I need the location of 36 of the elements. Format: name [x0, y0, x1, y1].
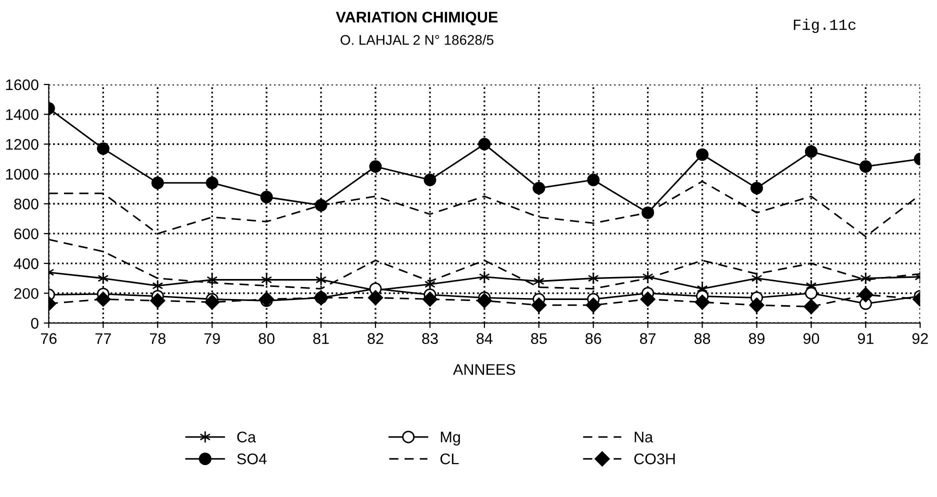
y-tick-label: 1600: [6, 79, 38, 90]
x-axis-title: ANNEES: [453, 364, 516, 375]
x-tick-label: 82: [368, 333, 384, 344]
x-tick-label: 84: [476, 333, 492, 344]
legend-label: Na: [634, 432, 654, 442]
y-tick-label: 1200: [6, 139, 38, 150]
x-tick-label: 92: [912, 333, 928, 344]
caption: Fig.11c: [794, 18, 856, 33]
x-tick-label: 85: [531, 333, 547, 344]
y-tick-label: 0: [31, 318, 38, 329]
y-tick-label: 400: [14, 258, 38, 270]
x-tick-label: 89: [748, 333, 765, 344]
x-tick-label: 83: [422, 333, 438, 344]
x-tick-label: 90: [803, 333, 820, 344]
x-tick-label: 79: [204, 333, 220, 344]
x-tick-label: 80: [258, 333, 274, 344]
legend-label: SO4: [237, 454, 267, 464]
legend-label: Mg: [440, 432, 460, 446]
legend-label: CO3H: [634, 454, 675, 464]
y-tick-label: 800: [14, 198, 38, 210]
x-tick-label: 86: [586, 333, 602, 344]
x-tick-label: 77: [95, 333, 111, 344]
y-tick-label: 200: [14, 288, 38, 299]
y-tick-label: 1400: [6, 109, 38, 120]
legend-label: Ca: [237, 432, 256, 442]
chart-title: VARIATION CHIMIQUE: [336, 12, 498, 26]
y-tick-label: 600: [14, 228, 38, 240]
x-tick-label: 76: [41, 333, 57, 344]
x-tick-label: 91: [858, 333, 874, 344]
x-tick-label: 87: [640, 333, 656, 344]
x-tick-label: 78: [150, 333, 166, 344]
legend-label: CL: [440, 454, 459, 464]
x-tick-label: 88: [694, 333, 710, 344]
chart-subtitle: O. LAHJAL 2 N° 18628/5: [340, 34, 494, 45]
x-tick-label: 81: [313, 333, 329, 344]
y-tick-label: 1000: [6, 168, 38, 180]
